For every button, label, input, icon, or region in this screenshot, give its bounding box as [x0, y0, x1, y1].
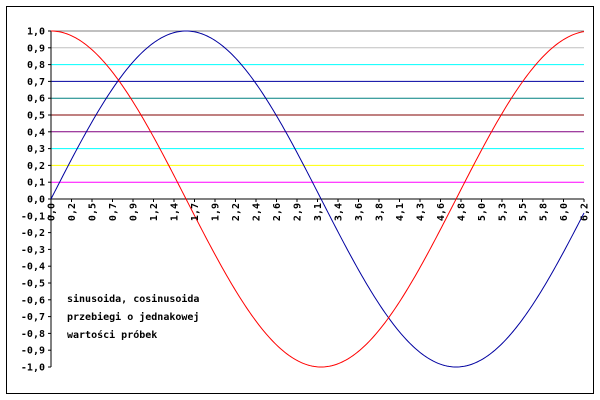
- x-tick-label: 6,0: [559, 203, 570, 221]
- y-tick-label: -0,2: [21, 228, 45, 239]
- y-tick-label: 0,5: [27, 111, 45, 122]
- y-tick-label: -0,1: [21, 211, 45, 222]
- y-tick-label: -1,0: [21, 363, 45, 374]
- y-tick-label: 0,0: [27, 195, 45, 206]
- x-tick-label: 2,4: [252, 203, 263, 221]
- y-tick-label: -0,4: [21, 262, 45, 273]
- x-tick-label: 1,9: [211, 203, 222, 221]
- y-tick-label: 1,0: [27, 27, 45, 38]
- x-tick-label: 4,8: [457, 203, 468, 221]
- x-tick-label: 1,2: [149, 203, 160, 221]
- x-tick-label: 4,3: [416, 203, 427, 221]
- x-tick-label: 1,7: [190, 203, 201, 221]
- x-tick-label: 0,5: [88, 203, 99, 221]
- y-tick-label: 0,8: [27, 60, 45, 71]
- y-tick-label: 0,3: [27, 144, 45, 155]
- y-tick-label: 0,4: [27, 127, 45, 138]
- x-tick-label: 3,8: [375, 203, 386, 221]
- y-tick-label: -0,6: [21, 295, 45, 306]
- y-tick-label: -0,9: [21, 346, 45, 357]
- annotation-line: wartości próbek: [67, 329, 157, 341]
- x-tick-label: 0,0: [47, 203, 58, 221]
- y-tick-label: -0,3: [21, 245, 45, 256]
- x-tick-label: 5,5: [518, 203, 529, 221]
- x-tick-label: 5,0: [477, 203, 488, 221]
- x-tick-labels: 0,0 0,2 0,5 0,7 0,9 1,2 1,4 1,7 1,9 2,2 2,4 2,6 2,9 3…: [47, 203, 591, 221]
- y-tick-label: 0,6: [27, 94, 45, 105]
- x-tick-label: 0,7: [108, 203, 119, 221]
- y-tick-labels: 1,0 0,9 0,8 0,7 0,6 0,5 0,4 0,3 0,2 0,1 0,0 -0,1 -0,…: [21, 27, 45, 374]
- y-tick-label: 0,7: [27, 77, 45, 88]
- annotation-line: przebiegi o jednakowej: [67, 311, 199, 323]
- x-tick-label: 3,4: [334, 203, 345, 221]
- y-tick-label: -0,8: [21, 329, 45, 340]
- x-tick-label: 2,2: [231, 203, 242, 221]
- annotation-line: sinusoida, cosinusoida: [67, 293, 199, 305]
- x-tick-label: 0,9: [129, 203, 140, 221]
- series-line-sin: [50, 30, 585, 368]
- y-tick-label: -0,5: [21, 279, 45, 290]
- x-tick-label: 4,6: [436, 203, 447, 221]
- series-lines: [50, 30, 585, 368]
- y-tick-label: 0,2: [27, 161, 45, 172]
- x-tick-label: 1,4: [170, 203, 181, 221]
- x-tick-label: 2,6: [272, 203, 283, 221]
- y-tick-label: -0,7: [21, 312, 45, 323]
- x-tick-label: 5,3: [498, 203, 509, 221]
- series-line-cos: [50, 30, 585, 368]
- x-tick-label: 4,1: [395, 203, 406, 221]
- x-tick-label: 3,6: [354, 203, 365, 221]
- x-tick-label: 0,2: [67, 203, 78, 221]
- x-tick-label: 5,8: [539, 203, 550, 221]
- y-tick-label: 0,9: [27, 43, 45, 54]
- x-tick-label: 6,2: [580, 203, 591, 221]
- y-tick-label: 0,1: [27, 178, 45, 189]
- x-tick-label: 3,1: [313, 203, 324, 221]
- chart-frame: [6, 6, 594, 394]
- annotation: sinusoida, cosinusoida przebiegi o jednak…: [67, 293, 199, 341]
- reference-lines: [51, 30, 584, 183]
- x-tick-label: 2,9: [293, 203, 304, 221]
